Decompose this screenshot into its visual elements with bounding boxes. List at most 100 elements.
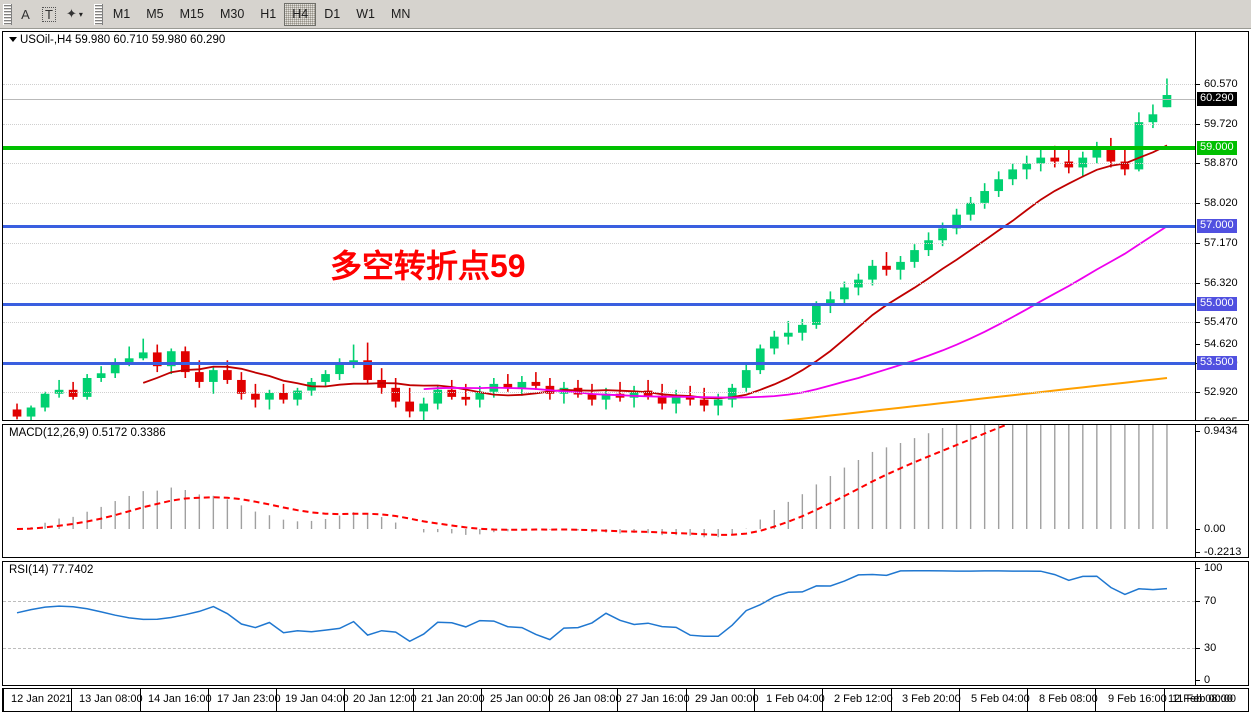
axis-tick — [1196, 243, 1200, 244]
text-label-icon: T — [42, 6, 56, 22]
time-axis-label: 9 Feb 16:00 — [1108, 693, 1167, 705]
toolbar-grip-1[interactable] — [3, 3, 12, 25]
price-axis[interactable]: 60.570 59.720 58.870 58.020 57.170 56.320 55.4… — [1195, 32, 1248, 420]
time-axis-label: 17 Jan 23:00 — [217, 693, 281, 705]
toolbar-grip-2[interactable] — [93, 3, 103, 25]
time-axis-separator — [481, 689, 482, 711]
time-axis-label: 5 Feb 04:00 — [971, 693, 1030, 705]
text-label-tool-button[interactable]: T — [37, 3, 61, 26]
timeframe-h1[interactable]: H1 — [260, 7, 277, 21]
price-axis-label: 52.920 — [1204, 386, 1238, 398]
timeframe-d1[interactable]: D1 — [324, 7, 341, 21]
time-axis-label: 20 Jan 12:00 — [353, 693, 417, 705]
time-axis-separator — [413, 689, 414, 711]
time-axis-separator — [276, 689, 277, 711]
price-pane-header: USOil-,H4 59.980 60.710 59.980 60.290 — [9, 34, 225, 46]
axis-tick — [1196, 529, 1200, 530]
time-axis-label: 11 Feb 00:00 — [1172, 693, 1237, 705]
macd-plot-area[interactable] — [3, 425, 1195, 557]
symbol-ohlc-label: USOil-,H4 59.980 60.710 59.980 60.290 — [20, 34, 226, 46]
time-axis-label: 21 Jan 20:00 — [421, 693, 485, 705]
axis-tick — [1196, 344, 1200, 345]
time-axis-separator — [617, 689, 618, 711]
price-axis-label: 54.620 — [1204, 338, 1238, 350]
gridline — [3, 203, 1195, 204]
current-price-line — [3, 99, 1195, 100]
price-axis-label: 59.720 — [1204, 118, 1238, 130]
time-axis-separator — [891, 689, 892, 711]
level-line-53-5[interactable] — [3, 362, 1195, 365]
time-axis-label: 27 Jan 16:00 — [626, 693, 690, 705]
objects-tool-button[interactable]: ✦ ▾ — [61, 3, 88, 26]
macd-header-label: MACD(12,26,9) 0.5172 0.3386 — [9, 427, 166, 439]
level-price-tag[interactable]: 55.000 — [1197, 297, 1237, 311]
axis-tick — [1196, 431, 1200, 432]
rsi-pane[interactable]: 100 70 30 0 RSI(14) 77.7402 — [2, 561, 1249, 686]
level-price-tag[interactable]: 53.500 — [1197, 356, 1237, 370]
timeframe-w1[interactable]: W1 — [356, 7, 375, 21]
price-axis-label: 56.320 — [1204, 277, 1238, 289]
axis-tick — [1196, 568, 1200, 569]
time-axis-label: 8 Feb 08:00 — [1039, 693, 1098, 705]
time-axis-separator — [71, 689, 72, 711]
timeframe-m15[interactable]: M15 — [179, 7, 204, 21]
time-axis-separator — [1095, 689, 1096, 711]
time-axis-label: 3 Feb 20:00 — [902, 693, 961, 705]
time-axis-separator — [822, 689, 823, 711]
level-line-55[interactable] — [3, 303, 1195, 306]
text-tool-button[interactable]: A — [21, 6, 30, 22]
rsi-plot-area[interactable] — [3, 562, 1195, 685]
macd-axis-label: -0.2213 — [1204, 546, 1242, 557]
time-axis-separator — [1164, 689, 1165, 711]
time-axis-label: 12 Jan 2021 — [11, 693, 72, 705]
macd-axis-label: 0.9434 — [1204, 425, 1238, 437]
level-price-tag[interactable]: 57.000 — [1197, 219, 1237, 233]
axis-tick — [1196, 84, 1200, 85]
timeframe-m30[interactable]: M30 — [219, 7, 245, 21]
time-axis-separator — [208, 689, 209, 711]
time-axis-separator — [1027, 689, 1028, 711]
axis-tick — [1196, 601, 1200, 602]
collapse-triangle-icon[interactable] — [9, 37, 17, 43]
price-axis-label: 58.020 — [1204, 197, 1238, 209]
time-axis[interactable]: 12 Jan 2021 13 Jan 08:00 14 Jan 16:00 17 Ja… — [2, 688, 1249, 712]
axis-tick — [1196, 392, 1200, 393]
timeframe-m1[interactable]: M1 — [112, 7, 131, 21]
time-axis-separator — [344, 689, 345, 711]
time-axis-separator — [140, 689, 141, 711]
gridline — [3, 163, 1195, 164]
rsi-axis-label: 70 — [1204, 595, 1217, 607]
time-axis-separator — [549, 689, 550, 711]
timeframe-m5[interactable]: M5 — [146, 7, 164, 21]
price-axis-label: 52.095 — [1204, 416, 1238, 420]
chevron-down-icon[interactable]: ▾ — [78, 9, 83, 19]
time-axis-label: 13 Jan 08:00 — [79, 693, 143, 705]
axis-tick — [1196, 680, 1200, 681]
candlestick-series — [12, 78, 1172, 420]
gridline — [3, 84, 1195, 85]
time-axis-label: 19 Jan 04:00 — [285, 693, 349, 705]
time-axis-label: 29 Jan 00:00 — [695, 693, 759, 705]
current-price-tag: 60.290 — [1197, 92, 1237, 106]
timeframe-h4[interactable]: H4 — [284, 2, 317, 26]
macd-pane[interactable]: 0.9434 0.00 -0.2213 MACD(12,26,9) 0.5172 0… — [2, 424, 1249, 558]
price-chart-pane[interactable]: 多空转折点59 60.570 59.720 58.870 58.020 57.170 56… — [2, 31, 1249, 421]
rsi-header-label: RSI(14) 77.7402 — [9, 564, 94, 576]
time-axis-label: 25 Jan 00:00 — [490, 693, 554, 705]
resistance-line-59[interactable] — [3, 146, 1195, 150]
time-axis-separator — [754, 689, 755, 711]
gridline — [3, 283, 1195, 284]
rsi-axis-label: 100 — [1204, 562, 1223, 574]
gridline — [3, 392, 1195, 393]
chart-annotation-text[interactable]: 多空转折点59 — [330, 248, 526, 284]
time-axis-separator — [686, 689, 687, 711]
time-axis-label: 26 Jan 08:00 — [558, 693, 622, 705]
macd-axis-label: 0.00 — [1204, 523, 1226, 535]
level-price-tag[interactable]: 59.000 — [1197, 141, 1237, 155]
rsi-axis-label: 0 — [1204, 674, 1211, 685]
axis-tick — [1196, 124, 1200, 125]
level-line-57[interactable] — [3, 225, 1195, 228]
axis-tick — [1196, 283, 1200, 284]
price-plot-area[interactable]: 多空转折点59 — [3, 32, 1195, 420]
timeframe-mn[interactable]: MN — [390, 7, 411, 21]
